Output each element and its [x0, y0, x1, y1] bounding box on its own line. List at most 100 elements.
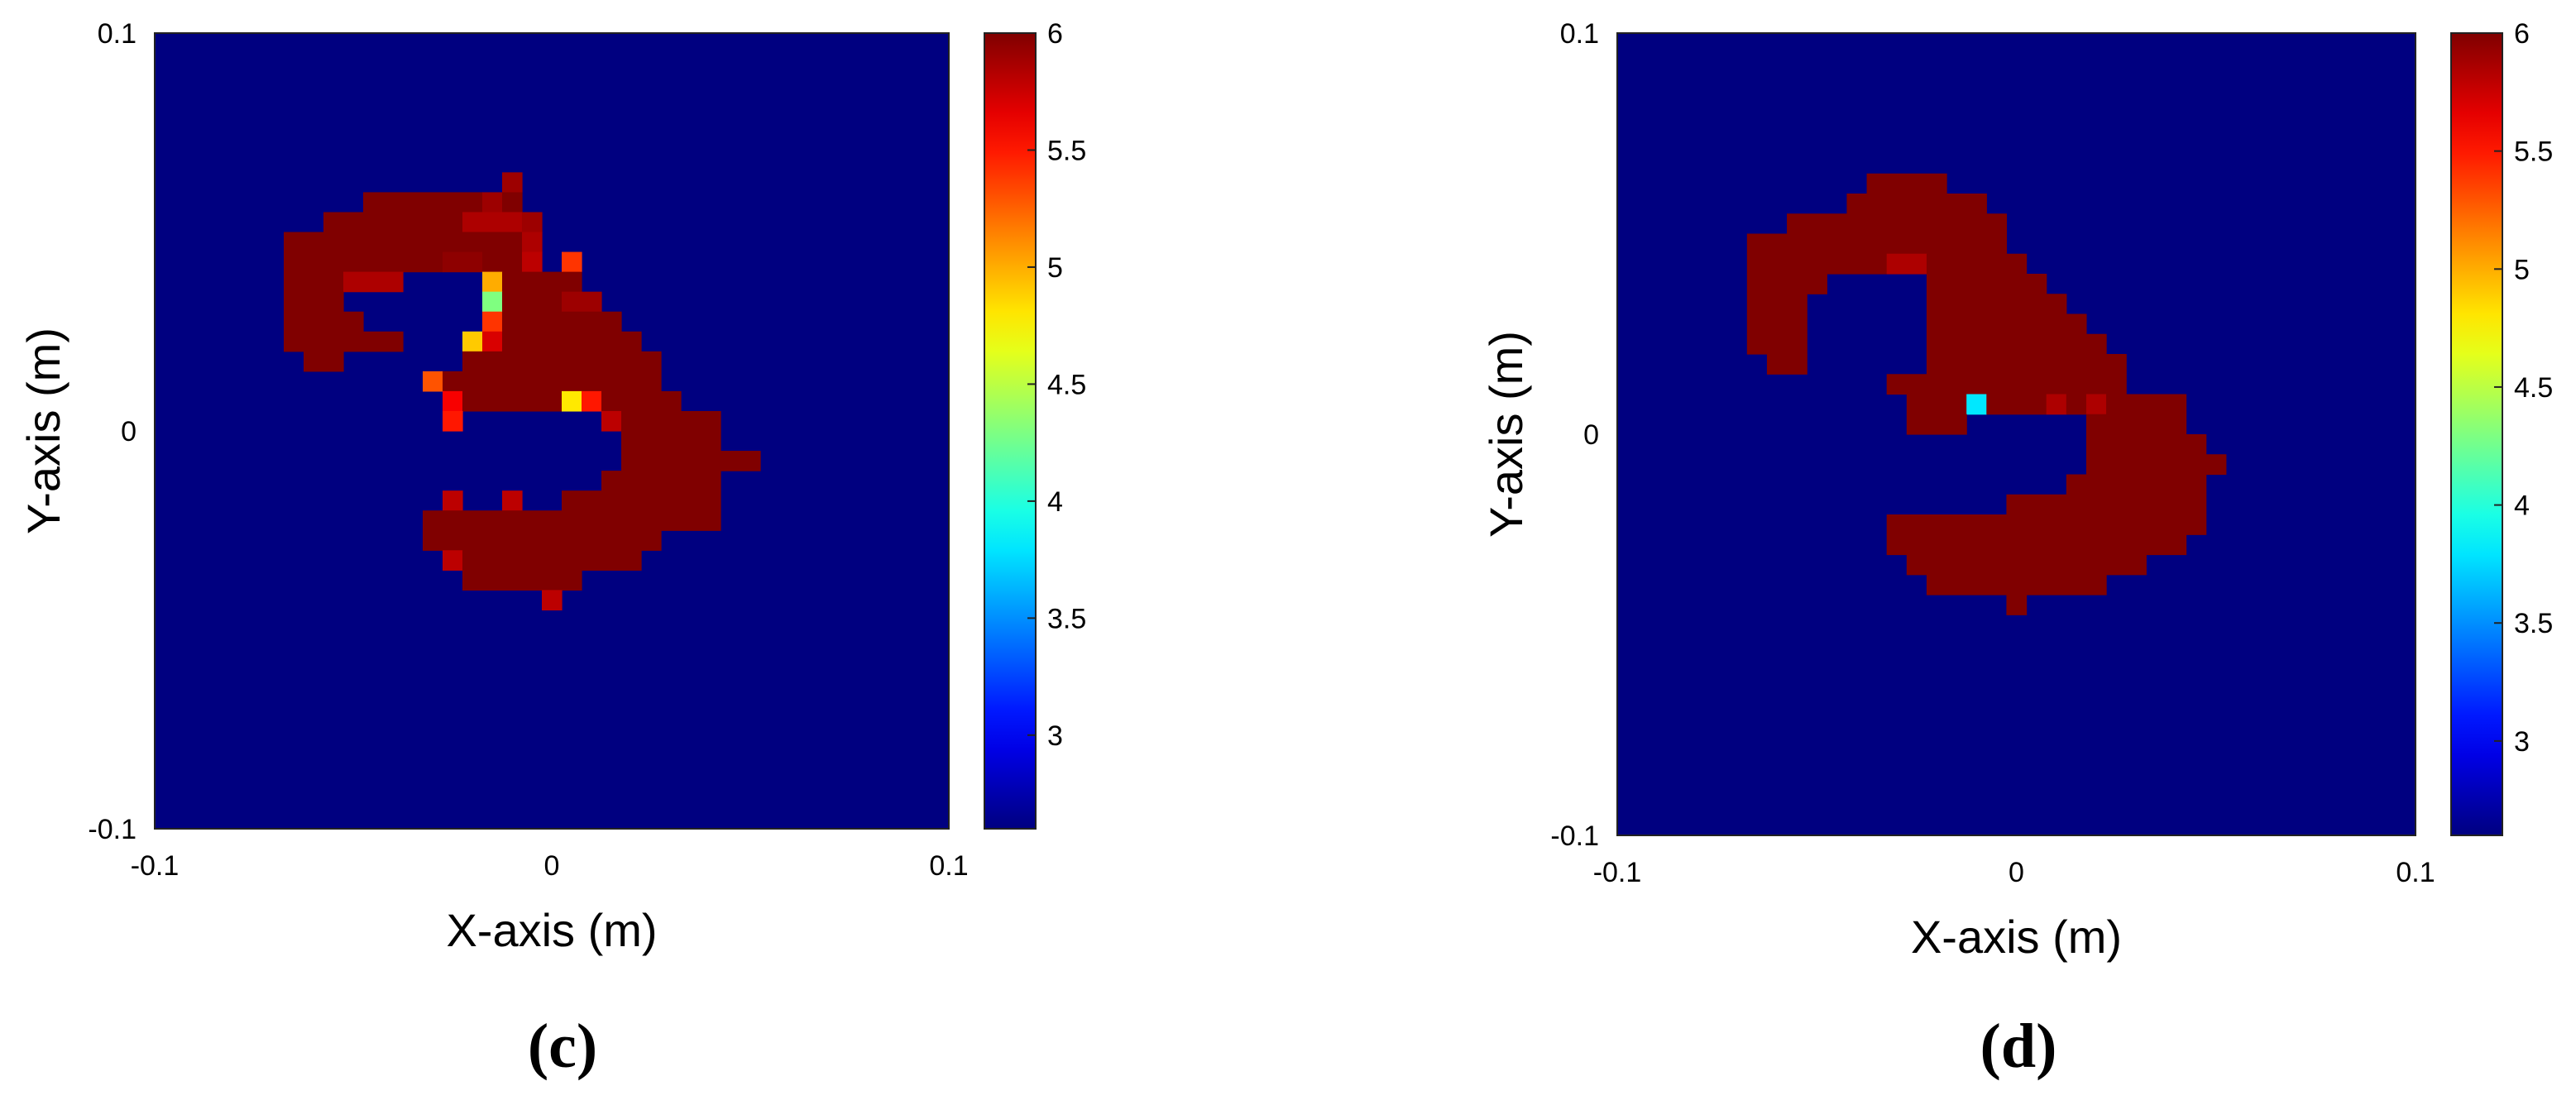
heatmap-cell: [522, 212, 543, 233]
heatmap-cell: [621, 410, 721, 432]
heatmap-cell: [443, 490, 463, 511]
plot-frame: [154, 32, 950, 830]
heatmap-cell: [1746, 274, 1827, 294]
heatmap-cell: [482, 311, 503, 332]
heatmap-cell: [2006, 595, 2028, 615]
heatmap-cell: [462, 550, 642, 571]
heatmap-cell: [1746, 313, 1808, 335]
colorbar: [2450, 32, 2503, 836]
heatmap-cell: [1906, 554, 2147, 576]
y-tick-label: 0.1: [1560, 18, 1599, 50]
colorbar-tick-label: 3.5: [2514, 608, 2553, 639]
colorbar-tick-label: 4.5: [2514, 372, 2553, 404]
heatmap-cell: [1926, 253, 2028, 275]
heatmap-cell: [423, 510, 721, 531]
heatmap-cell: [1766, 354, 1808, 375]
heatmap-cell: [1926, 354, 2127, 375]
x-tick-label: -0.1: [1593, 857, 1642, 888]
y-tick-label: 0: [1583, 419, 1599, 451]
y-tick-label: 0.1: [98, 18, 136, 50]
heatmap-cell: [462, 570, 582, 591]
heatmap-cell: [284, 251, 443, 273]
heatmap-cell: [621, 451, 761, 471]
heatmap-cell: [1787, 213, 2008, 235]
heatmap-cell: [284, 291, 344, 313]
y-tick-label: -0.1: [88, 814, 136, 845]
panel-d: -0.1 0 0.1 0.1 0 -0.1 X-axis (m) Y-axis (m) 6 5.5…: [1480, 18, 2553, 1081]
x-tick-label: 0.1: [2396, 857, 2435, 888]
heatmap-cell: [284, 311, 364, 332]
heatmap-cell: [462, 390, 563, 412]
heatmap-cell: [1926, 294, 2067, 315]
colorbar-tick-label: 5: [1047, 252, 1063, 284]
heatmap-cell: [502, 271, 582, 293]
heatmap-cell: [562, 490, 721, 511]
colorbar-tick-label: 5.5: [1047, 135, 1086, 166]
colorbar-tick-label: 5.5: [2514, 136, 2553, 168]
heatmap-cell: [482, 192, 503, 213]
heatmap-cell: [462, 351, 662, 372]
heatmap-cell: [2066, 474, 2207, 495]
y-tick-label: -0.1: [1550, 820, 1599, 852]
plot-frame: [1616, 32, 2416, 836]
heatmap-cell: [482, 251, 523, 273]
heatmap-cell: [562, 390, 582, 412]
heatmap-cell: [323, 212, 463, 233]
heatmap-cell: [1926, 333, 2107, 355]
heatmap-cell: [562, 251, 582, 273]
heatmap-cell: [1746, 233, 2008, 255]
heatmap-cell: [482, 331, 503, 352]
panel-label: (c): [528, 1012, 597, 1081]
heatmap-background: [155, 33, 949, 829]
heatmap-cell: [1866, 173, 1947, 194]
x-axis-label: X-axis (m): [1911, 911, 2122, 963]
x-axis-label: X-axis (m): [446, 904, 657, 956]
colorbar-tick-label: 4: [1047, 486, 1063, 518]
colorbar-tick-label: 4: [2514, 490, 2530, 522]
heatmap-cell: [1746, 253, 1888, 275]
heatmap-cell: [343, 271, 404, 293]
heatmap-cell: [1966, 394, 1987, 415]
heatmap-cell: [2085, 414, 2187, 435]
heatmap-cell: [522, 251, 543, 273]
heatmap-cell: [1886, 253, 1927, 275]
heatmap-cell: [502, 331, 642, 352]
panel-label: (d): [1980, 1012, 2057, 1081]
heatmap-cell: [462, 212, 523, 233]
heatmap-cell: [1906, 394, 1967, 415]
heatmap-cell: [1906, 414, 1967, 435]
heatmap-cell: [284, 232, 523, 253]
heatmap-cell: [582, 390, 602, 412]
y-axis-label: Y-axis (m): [1480, 331, 1532, 538]
x-tick-label: 0: [2009, 857, 2024, 888]
heatmap-cell: [502, 172, 523, 193]
heatmap-cell: [363, 192, 483, 213]
x-tick-label: 0.1: [929, 850, 968, 882]
heatmap-cell: [284, 271, 344, 293]
heatmap-cell: [423, 371, 443, 392]
panel-c: -0.1 0 0.1 0.1 0 -0.1 X-axis (m) Y-axis (m) 6 5.5…: [17, 18, 1086, 1081]
colorbar-tick-label: 3: [1047, 720, 1063, 752]
colorbar-tick-label: 6: [1047, 18, 1063, 50]
heatmap-cell: [443, 390, 463, 412]
heatmap-cell: [621, 431, 721, 452]
heatmap-cell: [1746, 333, 1808, 355]
colorbar-tick-label: 6: [2514, 18, 2530, 50]
heatmap-cell: [1886, 534, 2187, 556]
heatmap-cell: [443, 410, 463, 432]
heatmap-cell: [482, 271, 503, 293]
heatmap-cell: [423, 530, 662, 551]
colorbar-tick-label: 3: [2514, 726, 2530, 758]
heatmap-cell: [1746, 294, 1808, 315]
colorbar-tick-label: 5: [2514, 254, 2530, 285]
heatmap-cell: [443, 550, 463, 571]
heatmap-cell: [2006, 494, 2207, 515]
heatmap-cell: [1986, 394, 2047, 415]
heatmap-cell: [462, 331, 483, 352]
heatmap-cell: [502, 490, 523, 511]
y-tick-label: 0: [121, 416, 136, 447]
heatmap-cell: [601, 471, 721, 491]
heatmap-cell: [304, 351, 344, 372]
heatmap-cell: [1926, 274, 2047, 294]
